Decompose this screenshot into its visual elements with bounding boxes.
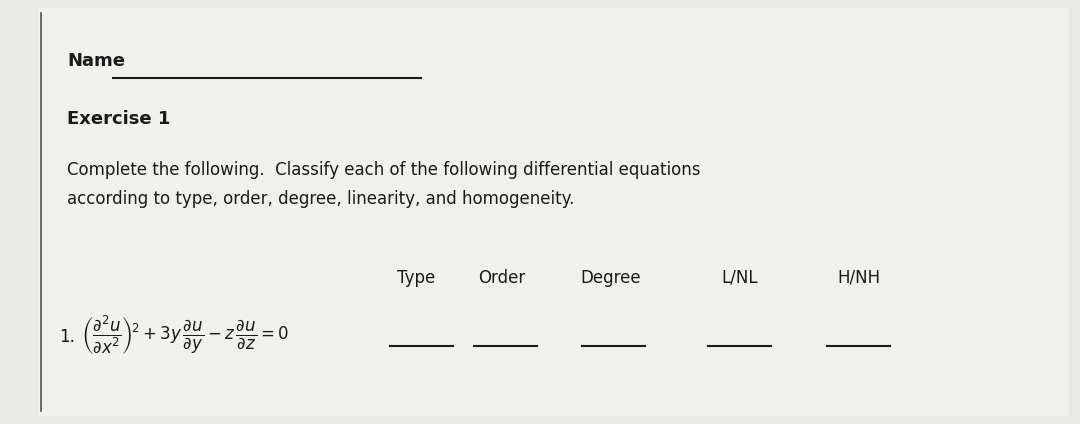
Text: $\left(\dfrac{\partial^2 u}{\partial x^2}\right)^{\!2} + 3y\,\dfrac{\partial u}{: $\left(\dfrac{\partial^2 u}{\partial x^2… [81,313,289,357]
Text: Name: Name [67,53,125,70]
FancyBboxPatch shape [38,8,1069,416]
Text: according to type, order, degree, linearity, and homogeneity.: according to type, order, degree, linear… [67,190,575,208]
Text: Type: Type [396,269,435,287]
Text: Exercise 1: Exercise 1 [67,110,171,128]
Text: Degree: Degree [580,269,640,287]
Text: Complete the following.  Classify each of the following differential equations: Complete the following. Classify each of… [67,161,701,179]
Text: L/NL: L/NL [721,269,758,287]
Text: H/NH: H/NH [837,269,880,287]
Text: Order: Order [478,269,526,287]
Text: 1.: 1. [59,328,76,346]
